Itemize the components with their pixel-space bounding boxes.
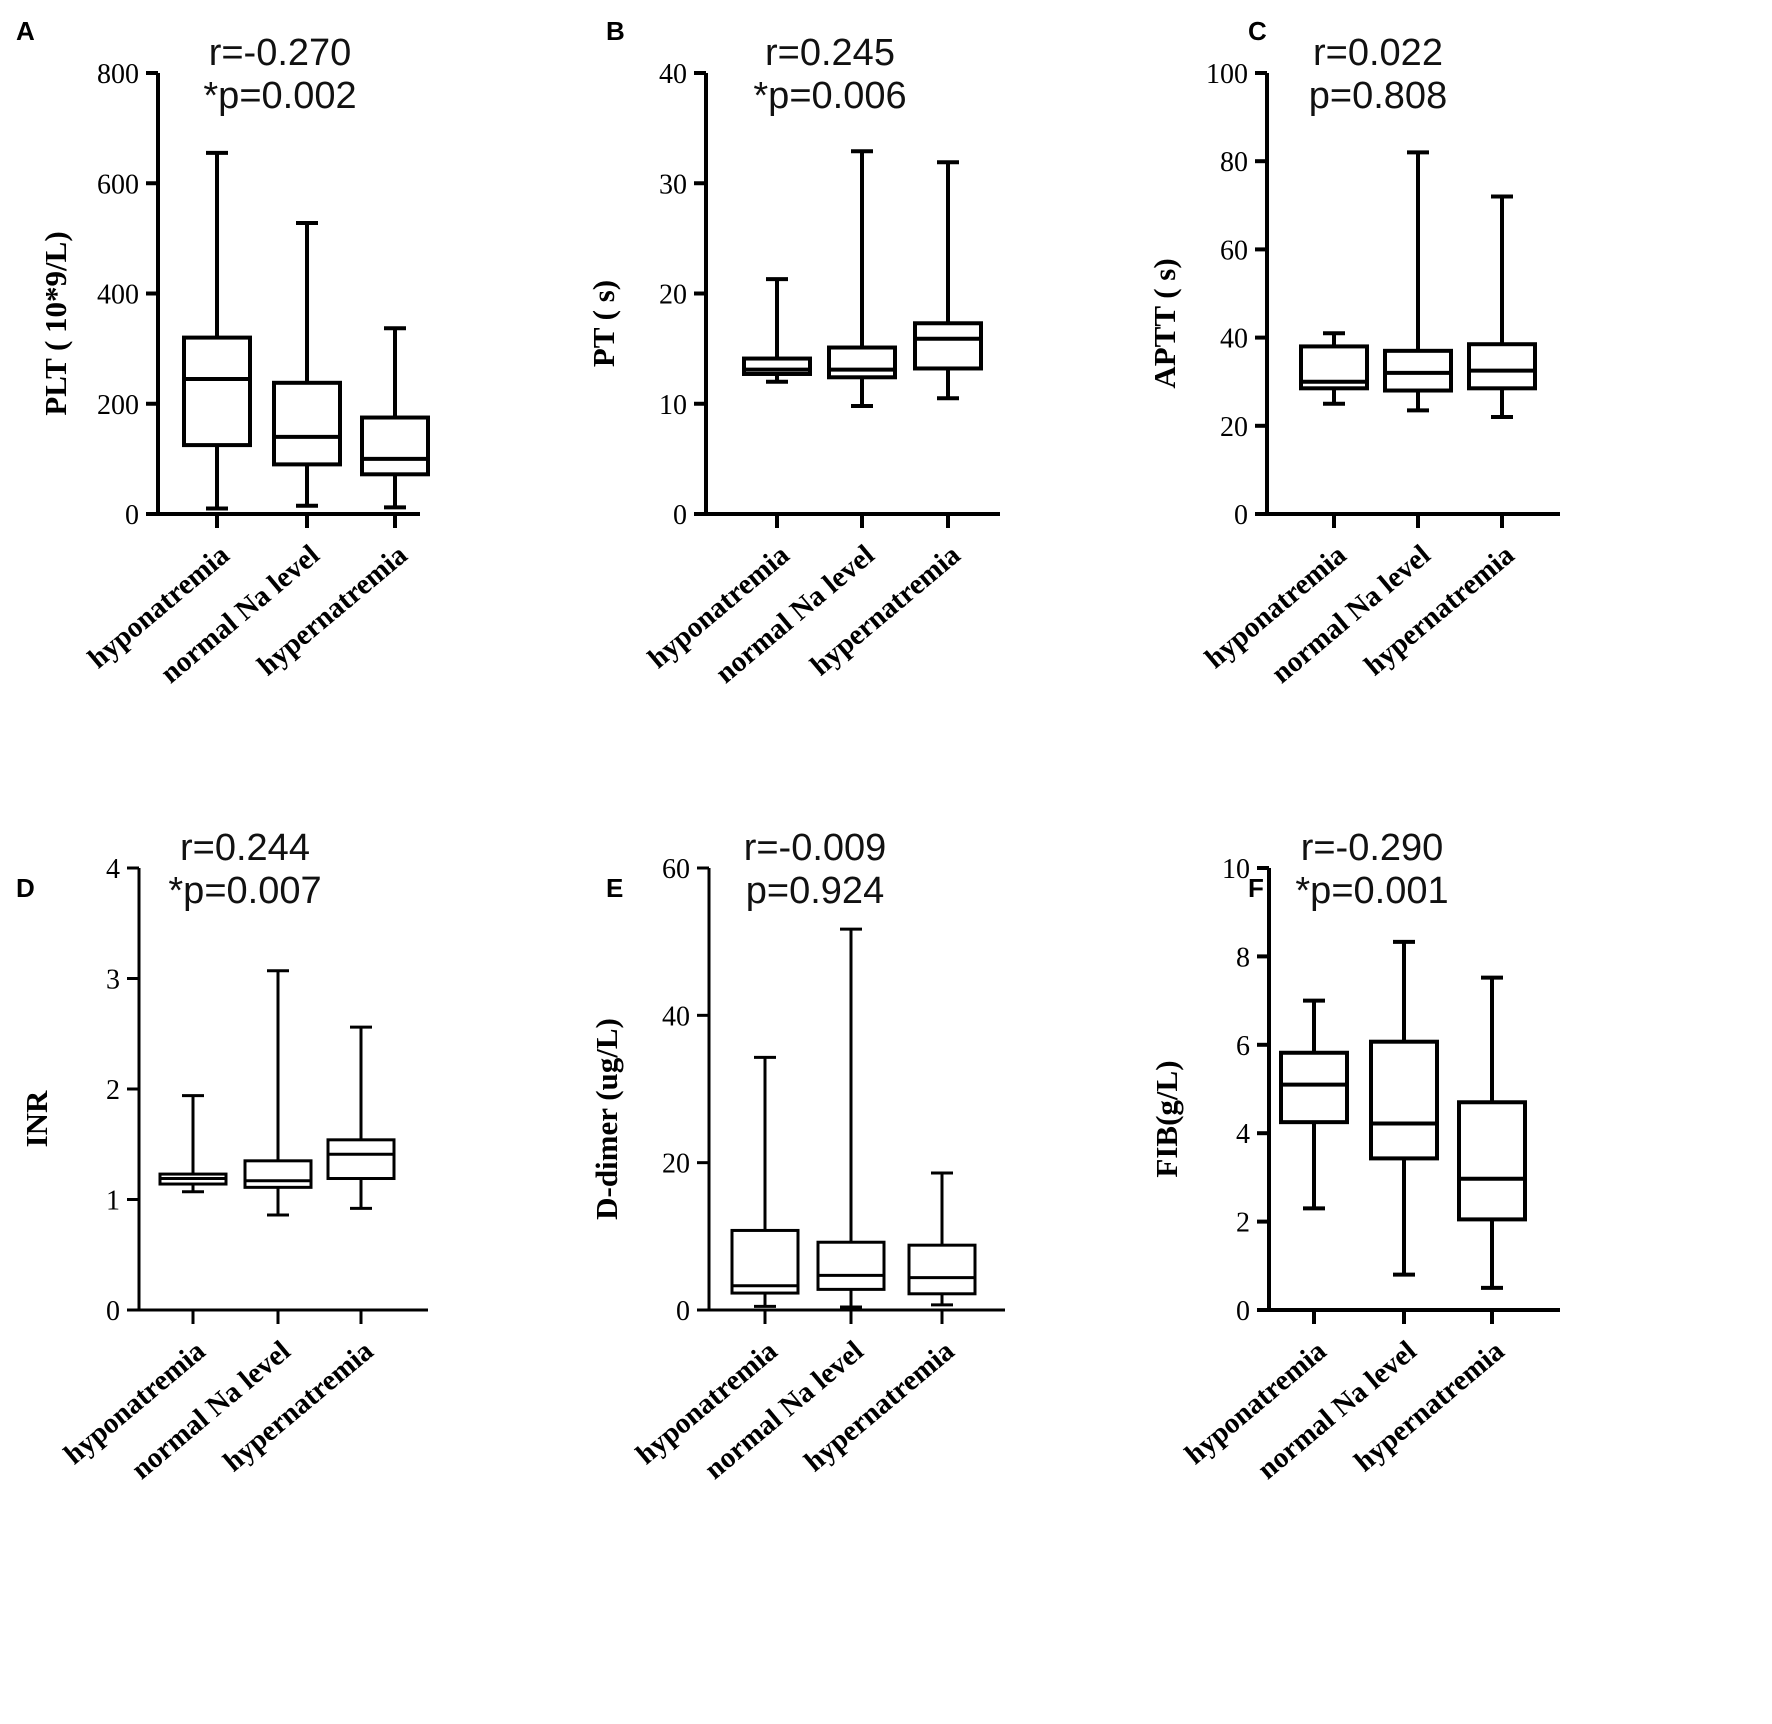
panel-d-iqr-box — [243, 1159, 313, 1189]
panel-a: Ar=-0.270*p=0.002 0 200 400 600 800 PLT ( 10*9… — [16, 16, 430, 690]
panel-b-iqr-box — [827, 345, 897, 380]
panel-f-p-value: *p=0.001 — [1295, 870, 1448, 912]
panel-f-r-value: r=-0.290 — [1301, 827, 1444, 869]
panel-d-y-tick-label: 3 — [106, 965, 120, 996]
panel-b-r-value: r=0.245 — [765, 32, 895, 74]
panel-b-y-tick-label: 20 — [659, 280, 687, 311]
panel-e-y-label: D-dimer (ug/L) — [589, 1018, 624, 1220]
panel-f-y-tick-label: 4 — [1236, 1119, 1250, 1150]
panel-e-y-tick-label: 0 — [676, 1296, 690, 1327]
panel-d-p-value: *p=0.007 — [168, 870, 321, 912]
panel-c-y-tick-label: 40 — [1220, 324, 1248, 355]
panel-f-y-tick-label: 10 — [1222, 854, 1250, 885]
panel-c-y-tick-label: 20 — [1220, 412, 1248, 443]
panel-b-y-tick-label: 10 — [659, 390, 687, 421]
panel-f-y-tick-label: 0 — [1236, 1296, 1250, 1327]
panel-a-p-value: *p=0.002 — [203, 75, 356, 117]
panel-f: Fr=-0.290*p=0.001 0 2 4 6 8 10 FIB(g/L)hyponatr… — [1149, 827, 1560, 1486]
panel-e-iqr-box — [730, 1228, 800, 1295]
panel-d-y-tick-label: 2 — [106, 1075, 120, 1106]
panel-c-y-label: APTT ( s) — [1147, 258, 1182, 388]
panel-e-iqr-box — [816, 1240, 886, 1291]
panel-f-y-tick-label: 8 — [1236, 942, 1250, 973]
panel-b-iqr-box — [742, 356, 812, 376]
panel-b-letter: B — [606, 16, 625, 46]
panel-d-box-3: hypernatremia — [217, 1025, 396, 1479]
panel-a-iqr-box — [272, 380, 342, 467]
panel-b: Br=0.245*p=0.006 0 10 20 30 40 PT ( s) hyponatr… — [586, 16, 1000, 690]
panel-d-y-tick-label: 1 — [106, 1186, 120, 1217]
panel-c-y-tick-label: 80 — [1220, 147, 1248, 178]
panel-c-category-label: hypernatremia — [1358, 539, 1520, 683]
panel-c-y-tick-label: 60 — [1220, 235, 1248, 266]
panel-a-y-tick-label: 200 — [97, 390, 139, 421]
panel-a-iqr-box — [182, 335, 252, 448]
panel-a-category-label: hypernatremia — [251, 539, 413, 683]
panel-c-iqr-box — [1467, 342, 1537, 391]
panel-b-y-tick-label: 30 — [659, 169, 687, 200]
panel-b-category-label: hypernatremia — [804, 539, 966, 683]
panel-d-letter: D — [16, 873, 35, 903]
panel-e-p-value: p=0.924 — [746, 870, 884, 912]
panel-d-r-value: r=0.244 — [180, 827, 310, 869]
panel-a-r-value: r=-0.270 — [209, 32, 352, 74]
panel-f-y-label: FIB(g/L) — [1149, 1060, 1184, 1177]
panel-f-letter: F — [1248, 873, 1264, 903]
panel-e-category-label: normal Na level — [698, 1335, 869, 1486]
panel-f-y-tick-label: 6 — [1236, 1031, 1250, 1062]
panel-f-iqr-box — [1369, 1039, 1439, 1161]
panel-c-iqr-box — [1383, 348, 1453, 393]
panel-b-iqr-box — [913, 321, 983, 371]
panel-e-y-tick-label: 60 — [662, 854, 690, 885]
panel-a-iqr-box — [360, 415, 430, 477]
panel-f-y-tick-label: 2 — [1236, 1208, 1250, 1239]
panel-f-category-label: hypernatremia — [1348, 1335, 1510, 1479]
panel-c-y-tick-label: 100 — [1206, 59, 1248, 90]
panel-a-y-tick-label: 600 — [97, 169, 139, 200]
panel-b-category-label: hyponatremia — [642, 539, 796, 675]
panel-a-y-tick-label: 0 — [125, 500, 139, 531]
panel-a-y-tick-label: 800 — [97, 59, 139, 90]
panel-c-category-label: hyponatremia — [1199, 539, 1353, 675]
panel-c-box-3: hypernatremia — [1358, 194, 1537, 683]
panel-c-y-tick-label: 0 — [1234, 500, 1248, 531]
panel-e-y-tick-label: 20 — [662, 1149, 690, 1180]
panel-f-category-label: normal Na level — [1251, 1335, 1422, 1486]
panel-f-iqr-box — [1279, 1050, 1349, 1125]
panel-a-category-label: normal Na level — [154, 539, 325, 690]
panel-e-r-value: r=-0.009 — [744, 827, 887, 869]
panel-e-letter: E — [606, 873, 623, 903]
panel-a-letter: A — [16, 16, 35, 46]
panel-e-y-tick-label: 40 — [662, 1001, 690, 1032]
panel-c-letter: C — [1248, 16, 1267, 46]
panel-d-category-label: hypernatremia — [217, 1335, 379, 1479]
panel-f-iqr-box — [1457, 1100, 1527, 1222]
panel-c-r-value: r=0.022 — [1313, 32, 1443, 74]
panel-e-box-3: hypernatremia — [798, 1171, 977, 1478]
panel-f-box-1: hyponatremia — [1179, 998, 1349, 1471]
panel-d-y-tick-label: 4 — [106, 854, 120, 885]
panel-d-y-tick-label: 0 — [106, 1296, 120, 1327]
panel-d-y-label: INR — [19, 1090, 54, 1147]
panel-d-category-label: hyponatremia — [58, 1335, 212, 1471]
panel-a-y-tick-label: 400 — [97, 280, 139, 311]
panel-d-iqr-box — [326, 1138, 396, 1181]
panel-b-y-tick-label: 40 — [659, 59, 687, 90]
panel-b-y-label: PT ( s) — [586, 280, 621, 367]
panel-b-p-value: *p=0.006 — [753, 75, 906, 117]
panel-a-y-label: PLT ( 10*9/L) — [38, 231, 73, 415]
panel-d: Dr=0.244*p=0.00701234INRhyponatremianorm… — [16, 827, 428, 1486]
panel-c-p-value: p=0.808 — [1309, 75, 1447, 117]
panel-e-iqr-box — [907, 1243, 977, 1296]
panel-b-y-tick-label: 0 — [673, 500, 687, 531]
